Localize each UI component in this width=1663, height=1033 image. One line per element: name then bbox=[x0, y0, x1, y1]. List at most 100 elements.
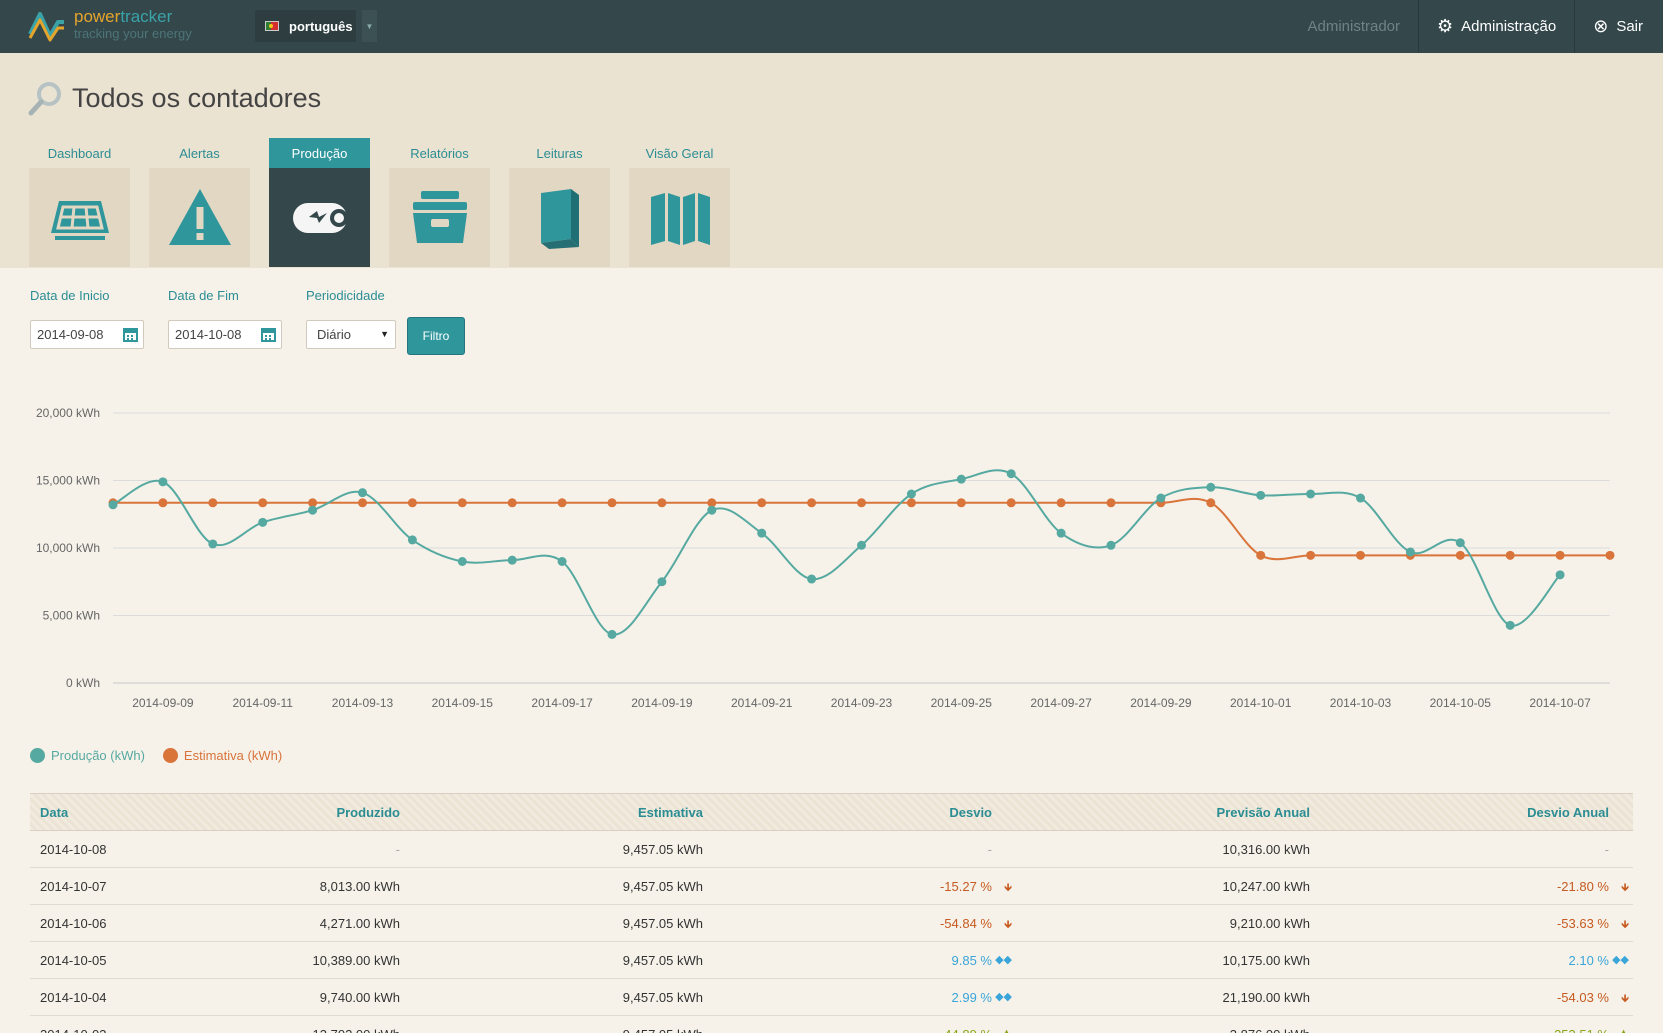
y-tick-label: 0 kWh bbox=[66, 676, 100, 690]
legend-production[interactable]: Produção (kWh) bbox=[30, 748, 145, 763]
production-data-point bbox=[407, 535, 417, 545]
table-row[interactable]: 2014-10-05 10,389.00 kWh 9,457.05 kWh 9.85 … bbox=[30, 942, 1633, 979]
column-header-deviation[interactable]: Desvio bbox=[949, 804, 992, 820]
caret-down-icon: ▼ bbox=[365, 21, 374, 31]
language-dropdown-toggle[interactable]: ▼ bbox=[362, 10, 377, 42]
stable-icon: ◆◆ bbox=[995, 953, 1012, 966]
administration-link[interactable]: ⚙ Administração bbox=[1419, 0, 1576, 53]
legend-production-swatch bbox=[30, 748, 45, 763]
calendar-icon[interactable] bbox=[123, 327, 138, 342]
cell-estimate: 9,457.05 kWh bbox=[410, 953, 713, 968]
cell-annual-forecast: 9,210.00 kWh bbox=[1016, 916, 1320, 931]
tab-tile[interactable] bbox=[149, 168, 250, 267]
arrow-down-icon: 🡻 bbox=[1004, 881, 1012, 894]
y-tick-label: 10,000 kWh bbox=[36, 541, 100, 555]
cell-deviation-value: -54.84 % bbox=[939, 915, 992, 931]
production-chart: 0 kWh 5,000 kWh 10,000 kWh 15,000 kWh 20,000… bbox=[36, 406, 1615, 710]
table-row[interactable]: 2014-10-06 4,271.00 kWh 9,457.05 kWh -54.84… bbox=[30, 905, 1633, 942]
cell-date: 2014-10-05 bbox=[30, 953, 210, 968]
x-tick-label: 2014-10-07 bbox=[1529, 696, 1591, 710]
x-tick-label: 2014-09-27 bbox=[1030, 696, 1092, 710]
tab-dashboard[interactable]: Dashboard bbox=[29, 138, 130, 267]
logo-name: powertracker bbox=[74, 7, 173, 26]
cell-annual-deviation: -53.63 % 🡻 bbox=[1320, 916, 1633, 931]
period-select[interactable]: Diário ▼ bbox=[306, 320, 396, 349]
cell-annual-forecast-value: 21,190.00 kWh bbox=[1222, 989, 1310, 1005]
cell-produced: 9,740.00 kWh bbox=[210, 990, 410, 1005]
cell-deviation: 9.85 % ◆◆ bbox=[713, 953, 1016, 968]
archive-box-icon bbox=[412, 190, 467, 243]
legend-estimate[interactable]: Estimativa (kWh) bbox=[162, 748, 282, 763]
powertracker-logo[interactable]: powertracker tracking your energy bbox=[28, 8, 192, 44]
production-data-point bbox=[657, 577, 667, 587]
x-tick-label: 2014-10-03 bbox=[1330, 696, 1392, 710]
cell-date: 2014-10-06 bbox=[30, 916, 210, 931]
cell-deviation: -54.84 % 🡻 bbox=[713, 916, 1016, 931]
gear-icon: ⚙ bbox=[1437, 16, 1454, 36]
tab-reports[interactable]: Relatórios bbox=[389, 138, 490, 267]
tab-production[interactable]: Produção bbox=[269, 138, 370, 267]
end-date-input[interactable]: 2014-10-08 bbox=[168, 320, 282, 349]
table-row[interactable]: 2014-10-08 - 9,457.05 kWh - 10,316.00 kWh - bbox=[30, 831, 1633, 868]
estimate-data-point bbox=[457, 498, 467, 508]
estimate-data-point bbox=[507, 498, 517, 508]
column-header-estimate[interactable]: Estimativa bbox=[637, 804, 703, 820]
book-icon bbox=[540, 188, 579, 249]
production-data-point bbox=[707, 505, 717, 515]
y-tick-label: 5,000 kWh bbox=[43, 609, 100, 623]
production-data-point bbox=[108, 500, 118, 510]
cell-annual-forecast-value: 9,210.00 kWh bbox=[1229, 915, 1310, 931]
cell-produced-value: - bbox=[395, 841, 400, 857]
filter-button[interactable]: Filtro bbox=[407, 317, 465, 355]
tab-readings[interactable]: Leituras bbox=[509, 138, 610, 267]
cell-produced-value: 13,702.00 kWh bbox=[313, 1027, 400, 1033]
tab-alerts[interactable]: Alertas bbox=[149, 138, 250, 267]
cell-date-value: 2014-10-08 bbox=[40, 841, 107, 857]
page-title-text: Todos os contadores bbox=[72, 82, 322, 113]
cell-annual-deviation: -21.80 % 🡻 bbox=[1320, 879, 1633, 894]
cell-estimate-value: 9,457.05 kWh bbox=[622, 878, 703, 894]
table-row[interactable]: 2014-10-04 9,740.00 kWh 9,457.05 kWh 2.99 %… bbox=[30, 979, 1633, 1016]
cell-annual-deviation: - bbox=[1320, 842, 1633, 857]
portugal-flag-icon bbox=[265, 21, 279, 31]
table-row[interactable]: 2014-10-03 13,702.00 kWh 9,457.05 kWh 44.89… bbox=[30, 1016, 1633, 1033]
x-tick-label: 2014-09-17 bbox=[531, 696, 593, 710]
start-date-input[interactable]: 2014-09-08 bbox=[30, 320, 144, 349]
magnifier-icon bbox=[28, 82, 61, 116]
tab-overview[interactable]: Visão Geral bbox=[629, 138, 730, 267]
cell-date: 2014-10-07 bbox=[30, 879, 210, 894]
language-label: português bbox=[289, 18, 353, 34]
tab-tile[interactable] bbox=[629, 168, 730, 267]
cell-deviation-value: - bbox=[987, 841, 992, 857]
estimate-series-line bbox=[112, 497, 1610, 561]
estimate-data-point bbox=[358, 498, 367, 508]
tab-tile[interactable] bbox=[509, 168, 610, 267]
y-tick-label: 20,000 kWh bbox=[36, 406, 100, 420]
map-icon bbox=[650, 192, 710, 245]
tab-tile[interactable] bbox=[29, 168, 130, 267]
column-header-date[interactable]: Data bbox=[40, 804, 69, 820]
tab-tile[interactable] bbox=[389, 168, 490, 267]
calendar-icon[interactable] bbox=[261, 327, 276, 342]
production-data-point bbox=[807, 574, 817, 584]
column-header-annual-deviation[interactable]: Desvio Anual bbox=[1527, 804, 1609, 820]
cell-produced: 10,389.00 kWh bbox=[210, 953, 410, 968]
tab-tile[interactable] bbox=[269, 168, 370, 267]
language-selector[interactable]: português bbox=[255, 10, 356, 42]
estimate-data-point bbox=[906, 498, 916, 508]
arrow-down-icon: 🡻 bbox=[1621, 992, 1629, 1005]
production-data-point bbox=[1405, 547, 1415, 557]
table-row[interactable]: 2014-10-07 8,013.00 kWh 9,457.05 kWh -15.27… bbox=[30, 868, 1633, 905]
production-data-point bbox=[1106, 540, 1116, 550]
logout-link[interactable]: ⊗ Sair bbox=[1575, 0, 1663, 53]
cell-annual-deviation: 253.51 % ▲ bbox=[1320, 1027, 1633, 1033]
production-data-point bbox=[857, 540, 866, 550]
cell-deviation: - bbox=[713, 842, 1016, 857]
column-header-annual-forecast[interactable]: Previsão Anual bbox=[1216, 804, 1310, 820]
column-header-produced[interactable]: Produzido bbox=[336, 804, 400, 820]
stable-icon: ◆◆ bbox=[1612, 953, 1629, 966]
period-label: Periodicidade bbox=[306, 288, 385, 303]
cell-annual-forecast: 10,247.00 kWh bbox=[1016, 879, 1320, 894]
cell-estimate-value: 9,457.05 kWh bbox=[622, 989, 703, 1005]
legend-production-label: Produção (kWh) bbox=[51, 748, 145, 763]
